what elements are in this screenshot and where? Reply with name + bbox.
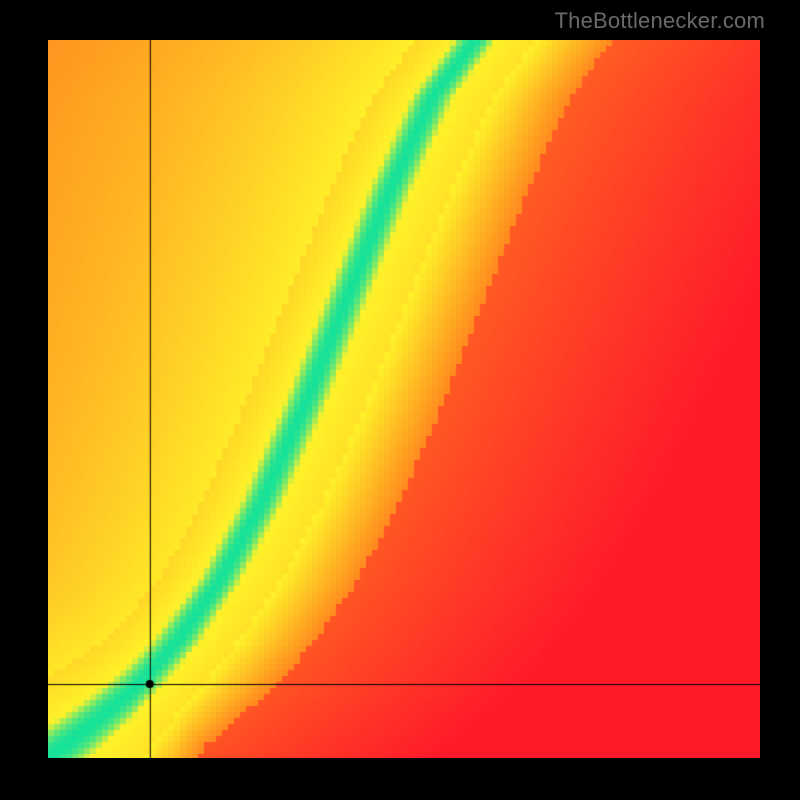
watermark-text: TheBottlenecker.com <box>555 8 765 34</box>
heatmap-canvas <box>48 40 760 758</box>
chart-container: TheBottlenecker.com <box>0 0 800 800</box>
plot-area <box>48 40 760 758</box>
